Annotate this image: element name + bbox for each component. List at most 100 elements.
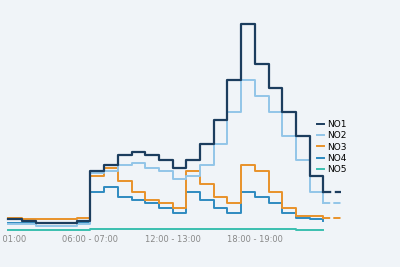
NO4 <box>88 191 93 194</box>
NO5 <box>88 228 93 231</box>
NO4 <box>294 216 298 219</box>
NO3 <box>211 195 216 199</box>
NO4 <box>102 186 106 189</box>
NO5 <box>211 228 216 231</box>
NO2 <box>6 223 10 226</box>
Line: NO1: NO1 <box>8 24 324 223</box>
NO1 <box>6 218 10 221</box>
NO3 <box>280 207 285 210</box>
NO5 <box>102 228 106 231</box>
NO5 <box>156 228 161 231</box>
NO5 <box>294 228 298 231</box>
NO1 <box>252 62 257 66</box>
NO5 <box>60 228 65 231</box>
NO3 <box>33 218 38 221</box>
NO4 <box>307 218 312 221</box>
NO5 <box>33 228 38 231</box>
NO5 <box>307 228 312 231</box>
NO5 <box>198 228 202 231</box>
NO4 <box>47 221 52 224</box>
NO1 <box>88 170 93 173</box>
NO2 <box>20 223 24 226</box>
NO5 <box>239 228 244 231</box>
NO2 <box>198 163 202 167</box>
NO1 <box>198 143 202 146</box>
NO5 <box>170 228 175 231</box>
Line: NO4: NO4 <box>8 187 324 223</box>
NO4 <box>20 221 24 224</box>
NO3 <box>143 199 148 202</box>
NO2 <box>280 135 285 138</box>
NO2 <box>239 78 244 82</box>
NO1 <box>211 119 216 122</box>
NO3 <box>60 218 65 221</box>
NO4 <box>252 195 257 199</box>
NO4 <box>170 211 175 215</box>
NO3 <box>88 175 93 178</box>
NO3 <box>47 218 52 221</box>
NO5 <box>115 228 120 231</box>
NO3 <box>129 191 134 194</box>
NO1 <box>102 163 106 167</box>
NO2 <box>115 163 120 167</box>
Line: NO5: NO5 <box>8 229 324 230</box>
NO2 <box>156 170 161 173</box>
NO4 <box>6 221 10 224</box>
NO2 <box>266 111 271 114</box>
NO5 <box>280 228 285 231</box>
NO5 <box>6 228 10 231</box>
NO5 <box>252 228 257 231</box>
NO1 <box>74 219 79 223</box>
NO5 <box>129 228 134 231</box>
NO5 <box>20 228 24 231</box>
NO5 <box>47 228 52 231</box>
Line: NO2: NO2 <box>8 80 324 226</box>
NO2 <box>252 95 257 98</box>
NO1 <box>129 151 134 154</box>
NO1 <box>239 22 244 26</box>
NO3 <box>74 216 79 219</box>
NO3 <box>252 170 257 173</box>
NO4 <box>198 199 202 202</box>
NO3 <box>115 179 120 183</box>
NO5 <box>143 228 148 231</box>
NO2 <box>143 167 148 170</box>
NO3 <box>239 163 244 167</box>
NO2 <box>47 224 52 227</box>
NO5 <box>321 228 326 231</box>
NO4 <box>211 207 216 210</box>
NO2 <box>102 170 106 173</box>
NO5 <box>74 228 79 231</box>
NO2 <box>321 202 326 205</box>
NO4 <box>60 221 65 224</box>
NO2 <box>60 224 65 227</box>
NO3 <box>6 216 10 219</box>
NO2 <box>74 223 79 226</box>
NO3 <box>20 218 24 221</box>
NO2 <box>294 159 298 162</box>
NO1 <box>33 221 38 224</box>
NO1 <box>280 111 285 114</box>
NO1 <box>266 87 271 90</box>
NO3 <box>170 207 175 210</box>
NO3 <box>102 167 106 170</box>
NO2 <box>170 178 175 181</box>
NO2 <box>184 175 189 178</box>
NO2 <box>211 143 216 146</box>
NO1 <box>156 159 161 162</box>
NO2 <box>307 191 312 194</box>
NO1 <box>60 221 65 224</box>
NO2 <box>88 171 93 175</box>
NO3 <box>307 215 312 218</box>
NO1 <box>115 154 120 157</box>
NO3 <box>321 216 326 219</box>
NO4 <box>266 202 271 205</box>
NO4 <box>143 202 148 205</box>
NO4 <box>225 211 230 215</box>
NO1 <box>294 135 298 138</box>
NO3 <box>294 215 298 218</box>
NO1 <box>321 191 326 194</box>
NO1 <box>143 154 148 157</box>
NO1 <box>170 167 175 170</box>
NO4 <box>115 195 120 199</box>
